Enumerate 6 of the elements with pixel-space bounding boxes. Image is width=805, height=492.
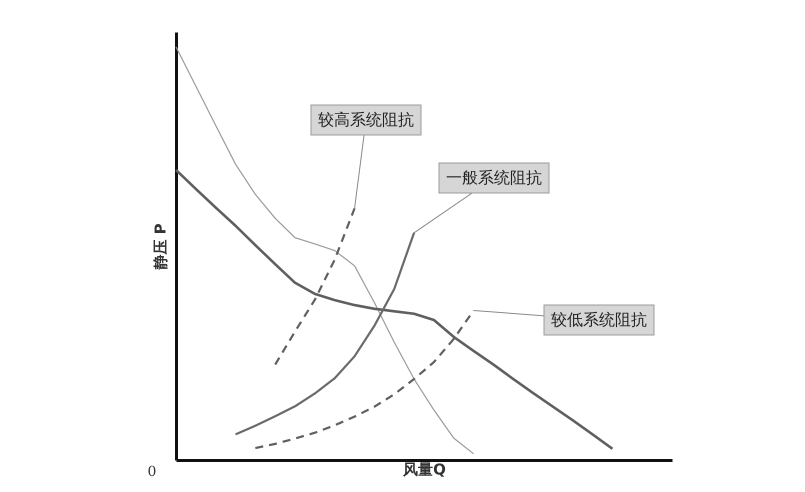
annotation: 一般系统阻抗 (446, 168, 542, 187)
y-axis-title: 静压 P (152, 223, 170, 271)
x-axis-title: 风量Q (402, 460, 446, 478)
text: 0 (148, 464, 156, 480)
annotation: 较高系统阻抗 (318, 110, 414, 129)
annotation: 较低系统阻抗 (551, 310, 647, 329)
